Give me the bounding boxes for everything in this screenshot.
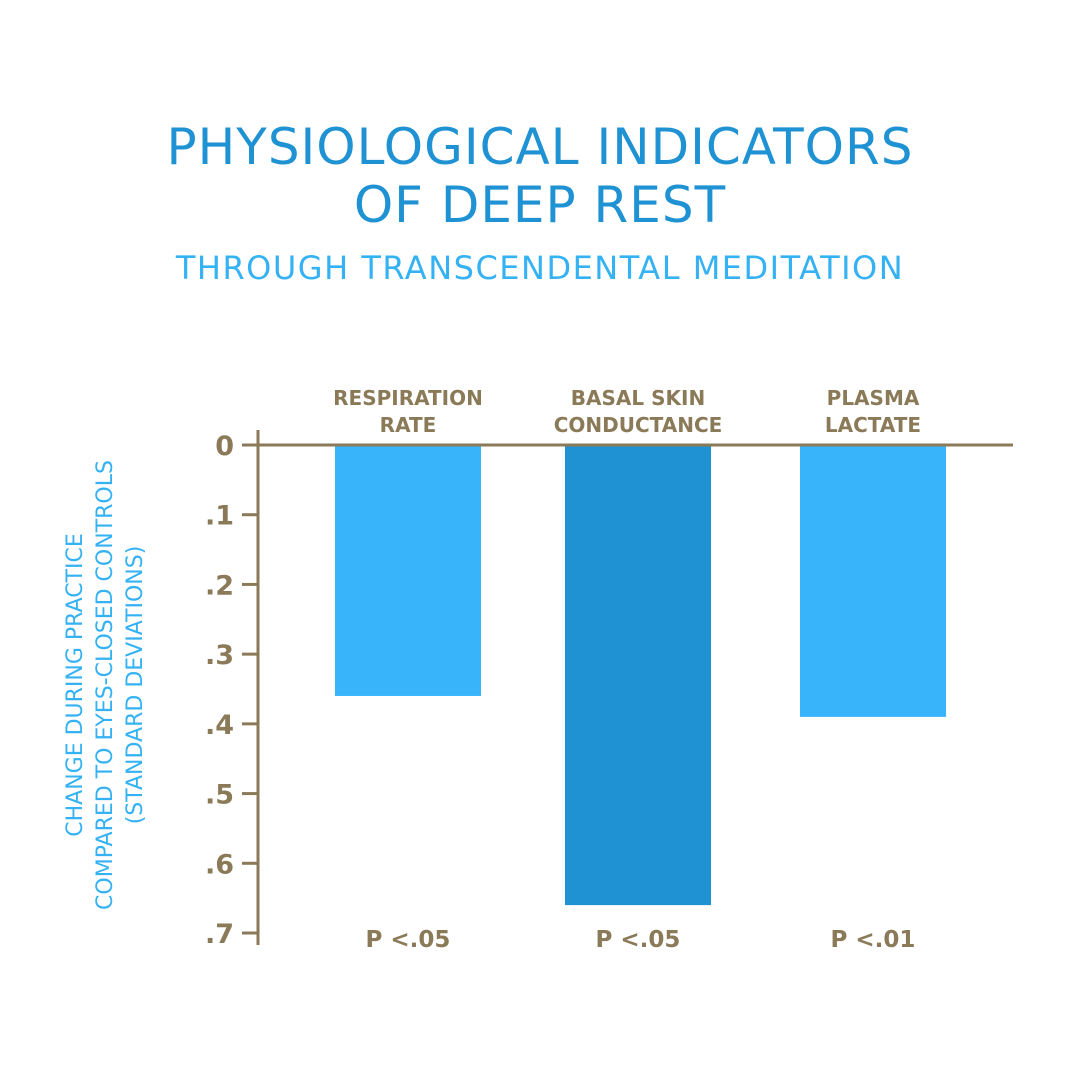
bar-1 — [565, 445, 711, 906]
y-tick-label-5: .5 — [205, 780, 234, 811]
significance-label-2: P <.01 — [831, 927, 916, 953]
y-tick-label-6: .6 — [205, 849, 234, 880]
category-label-2-line-1: LACTATE — [825, 413, 921, 437]
significance-label-0: P <.05 — [366, 927, 451, 953]
y-axis-label-line-1: COMPARED TO EYES-CLOSED CONTROLS — [93, 460, 118, 910]
y-axis-label-line-2: (STANDARD DEVIATIONS) — [123, 546, 148, 825]
y-tick-label-3: .3 — [205, 640, 234, 671]
category-label-0-line-0: RESPIRATION — [333, 386, 483, 410]
chart-subtitle: THROUGH TRANSCENDENTAL MEDITATION — [175, 249, 905, 287]
significance-label-1: P <.05 — [596, 927, 681, 953]
title-block: PHYSIOLOGICAL INDICATORS OF DEEP REST TH… — [0, 118, 1080, 288]
y-tick-label-7: .7 — [205, 919, 234, 950]
category-label-2-line-0: PLASMA — [827, 386, 920, 410]
y-tick-label-4: .4 — [205, 710, 234, 741]
y-tick-label-0: 0 — [215, 431, 234, 462]
category-label-0-line-1: RATE — [380, 413, 437, 437]
category-label-1-line-0: BASAL SKIN — [571, 386, 705, 410]
y-axis-label-line-0: CHANGE DURING PRACTICE — [63, 533, 88, 837]
category-label-1-line-1: CONDUCTANCE — [554, 413, 723, 437]
y-tick-label-1: .1 — [205, 501, 234, 532]
bar-0 — [335, 445, 481, 696]
bar-2 — [800, 445, 946, 717]
y-tick-label-2: .2 — [205, 570, 234, 601]
chart-title-line-2: OF DEEP REST — [353, 176, 727, 234]
y-axis-label: CHANGE DURING PRACTICE COMPARED TO EYES-C… — [63, 460, 148, 910]
chart-title-line-1: PHYSIOLOGICAL INDICATORS — [166, 118, 914, 176]
